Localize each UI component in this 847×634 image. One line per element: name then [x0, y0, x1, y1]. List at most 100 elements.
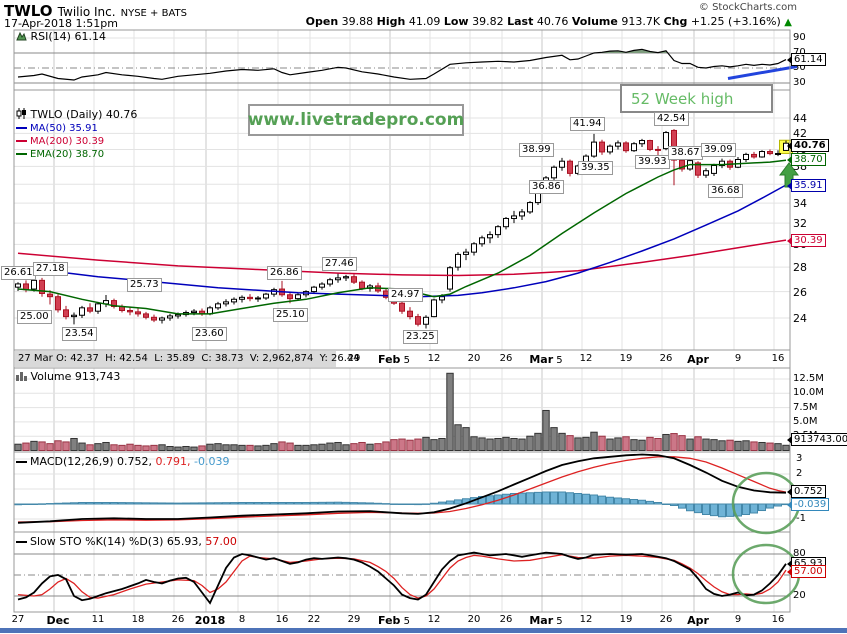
macd-histogram-bar [182, 502, 190, 505]
price-axis-label: 26 [793, 285, 807, 299]
last-label: Last [507, 15, 534, 28]
volume-bar [718, 440, 726, 452]
volume-bar [46, 443, 54, 451]
price-flag-label: 23.25 [403, 330, 438, 344]
sto-legend-d: 57.00 [205, 535, 237, 548]
copyright: © StockCharts.com [698, 2, 797, 13]
macd-histogram-bar [678, 503, 686, 509]
ticker-symbol: TWLO [4, 2, 53, 20]
candle-body [287, 294, 293, 300]
volume-bar [318, 443, 326, 452]
macd-histogram-bar [118, 502, 126, 505]
candle-body [175, 314, 181, 317]
volume-axis-label: 10.0M [793, 387, 824, 399]
candle-body [319, 283, 325, 288]
volume-label: Volume [571, 15, 618, 28]
volume-axis-label: 12.5M [793, 373, 824, 384]
volume-bar [574, 437, 582, 451]
open-label: Open [305, 15, 339, 28]
price-flag-label: 24.97 [388, 288, 423, 302]
callout-tip [787, 236, 792, 245]
chg-value: +1.25 (+3.16%) [690, 15, 781, 28]
macd-histogram-bar [574, 493, 582, 505]
candle-body [615, 142, 621, 147]
date-tick-bottom: 12 [427, 614, 441, 625]
date-tick-mid: Apr [687, 353, 709, 366]
macd-histogram-bar [518, 492, 526, 505]
macd-histogram-bar [630, 499, 638, 505]
volume-bar [214, 443, 222, 451]
candle-body [767, 151, 773, 155]
candlestick-icon [16, 108, 26, 119]
rsi-legend: RSI(14) 61.14 [16, 31, 106, 43]
date-tick-bottom: 19 [619, 614, 633, 625]
sto-axis-label: 80 [793, 548, 806, 559]
candle-body [463, 251, 469, 255]
sto-d-line [17, 554, 787, 599]
macd-histogram-bar [358, 502, 366, 505]
date-tick-bottom: 11 [91, 614, 105, 625]
volume-bar [358, 441, 366, 452]
candle-body [407, 310, 413, 318]
high-label: High [376, 15, 406, 28]
macd-histogram-bar [102, 502, 110, 505]
volume-bar [414, 438, 422, 451]
candle-body [39, 279, 45, 294]
volume-bar [238, 444, 246, 451]
rsi-axis-label: 90 [793, 32, 806, 43]
candle-body [471, 243, 477, 253]
ma50-swatch [16, 127, 27, 129]
volume-bar [38, 441, 46, 452]
volume-bar [694, 436, 702, 452]
macd-histogram-bar [30, 503, 38, 505]
axis-callout: -0.039 [787, 498, 830, 511]
volume-axis-label: 7.5M [793, 401, 818, 413]
axis-callout: 0.752 [787, 485, 826, 498]
volume-legend: Volume 913,743 [16, 371, 120, 383]
sto-axis-label: 20 [793, 590, 806, 601]
macd-legend: MACD(12,26,9) 0.752, 0.791, -0.039 [16, 456, 230, 468]
date-tick-bottom: 27 [11, 614, 25, 625]
volume-bar [366, 443, 374, 452]
volume-bar [422, 436, 430, 451]
macd-histogram-bar [110, 502, 118, 505]
volume-bar [430, 439, 438, 451]
chg-label: Chg [663, 15, 688, 28]
volume-value: 913.7K [621, 15, 661, 28]
date-tick-mid: Feb 5 [378, 353, 410, 366]
macd-histogram-bar [262, 502, 270, 505]
price-flag-label: 39.09 [701, 143, 736, 157]
macd-histogram-bar [606, 496, 614, 505]
date-tick-mid: 16 [771, 353, 785, 364]
price-flag-label: 27.46 [322, 257, 357, 271]
ma200-line [17, 239, 787, 277]
candle-body [343, 276, 349, 279]
macd-histogram-bar [78, 502, 86, 505]
volume-bar [126, 443, 134, 452]
volume-bar [598, 435, 606, 452]
macd-histogram-bar [558, 491, 566, 505]
volume-bar [230, 444, 238, 451]
macd-histogram-bar [342, 501, 350, 505]
ma50-line [17, 184, 787, 298]
volume-bar [254, 445, 262, 452]
macd-histogram-bar [62, 502, 70, 505]
watermark-box: www.livetradepro.com [248, 104, 464, 136]
date-tick-bottom: 26 [171, 614, 185, 625]
macd-histogram-bar [134, 502, 142, 505]
macd-histogram-bar [638, 499, 646, 505]
volume-bar [374, 443, 382, 451]
macd-histogram-bar [534, 491, 542, 505]
rsi-icon [16, 31, 27, 41]
price-flag-label: 26.61 [1, 266, 36, 280]
candle-body [567, 160, 573, 174]
volume-bar [630, 439, 638, 451]
macd-histogram-bar [254, 502, 262, 505]
macd-histogram-bar [438, 501, 446, 505]
macd-histogram-bar [598, 495, 606, 505]
date-tick-bottom: Apr [687, 614, 709, 627]
volume-bar [462, 427, 470, 451]
volume-bar [502, 436, 510, 451]
volume-bar [542, 409, 550, 451]
volume-bar [454, 424, 462, 452]
